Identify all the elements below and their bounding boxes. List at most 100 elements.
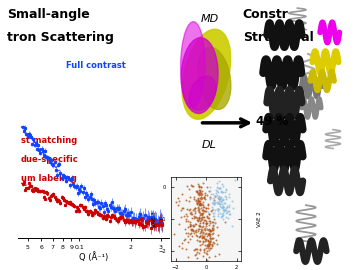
- Ellipse shape: [189, 76, 216, 110]
- Point: [199, 196, 205, 200]
- Point: [210, 220, 216, 224]
- Point: [208, 192, 214, 196]
- Point: [216, 193, 222, 198]
- Point: [201, 230, 206, 235]
- Text: Small-angle: Small-angle: [7, 8, 90, 21]
- Point: [188, 237, 193, 241]
- Point: [217, 186, 223, 190]
- Point: [216, 195, 222, 199]
- Point: [196, 190, 202, 195]
- Point: [215, 190, 221, 194]
- Point: [211, 241, 217, 246]
- Point: [188, 231, 194, 235]
- Point: [215, 212, 221, 216]
- Point: [210, 196, 216, 200]
- Point: [202, 215, 207, 220]
- Point: [207, 240, 213, 245]
- Point: [222, 194, 228, 198]
- Point: [216, 202, 222, 206]
- Point: [206, 216, 212, 220]
- Point: [195, 182, 201, 186]
- Point: [195, 205, 201, 210]
- Point: [219, 214, 225, 218]
- Point: [199, 236, 205, 240]
- Point: [222, 220, 228, 224]
- Point: [189, 234, 195, 238]
- Point: [203, 246, 209, 250]
- Point: [194, 255, 200, 260]
- Point: [187, 222, 193, 226]
- Point: [176, 221, 181, 226]
- Point: [204, 242, 210, 247]
- Point: [198, 190, 204, 195]
- Point: [203, 251, 209, 255]
- Y-axis label: VAE 3: VAE 3: [152, 211, 157, 227]
- Point: [216, 186, 221, 191]
- Point: [200, 211, 206, 215]
- Point: [226, 192, 231, 197]
- Point: [199, 215, 205, 219]
- Point: [193, 198, 199, 203]
- Point: [195, 192, 201, 196]
- Point: [214, 189, 220, 194]
- Text: Structural: Structural: [243, 31, 314, 44]
- Point: [191, 231, 197, 235]
- Point: [209, 244, 215, 248]
- Point: [188, 232, 193, 236]
- Point: [185, 224, 190, 229]
- Point: [216, 252, 222, 256]
- Point: [193, 229, 198, 233]
- Point: [190, 224, 196, 228]
- Point: [210, 223, 216, 227]
- Point: [210, 231, 216, 236]
- Point: [206, 264, 212, 268]
- Point: [201, 195, 206, 200]
- Point: [191, 216, 197, 220]
- Point: [219, 202, 225, 206]
- Point: [210, 235, 215, 240]
- Point: [214, 207, 220, 211]
- Point: [211, 201, 217, 206]
- Point: [214, 224, 220, 229]
- Point: [200, 240, 206, 245]
- Point: [193, 228, 199, 232]
- Ellipse shape: [182, 29, 231, 119]
- Point: [175, 196, 180, 200]
- Point: [224, 209, 230, 214]
- Point: [220, 208, 226, 212]
- Point: [196, 199, 202, 203]
- Point: [198, 205, 204, 210]
- Point: [206, 219, 212, 223]
- Point: [195, 196, 201, 200]
- Point: [193, 214, 199, 219]
- Point: [198, 219, 203, 223]
- Point: [197, 200, 203, 205]
- Point: [209, 242, 215, 247]
- Point: [193, 252, 198, 256]
- Point: [207, 235, 212, 240]
- Point: [216, 195, 221, 200]
- Text: DL: DL: [202, 140, 217, 150]
- Point: [195, 198, 201, 203]
- Point: [225, 216, 231, 220]
- Point: [210, 207, 216, 211]
- Point: [189, 227, 195, 232]
- Point: [192, 206, 198, 210]
- Point: [202, 194, 207, 199]
- Point: [180, 205, 185, 210]
- Point: [211, 216, 216, 221]
- Point: [216, 179, 222, 183]
- Point: [191, 207, 197, 211]
- Point: [197, 199, 202, 204]
- Point: [198, 230, 204, 234]
- Point: [212, 254, 218, 258]
- Point: [197, 220, 203, 225]
- Point: [223, 187, 229, 192]
- Point: [207, 231, 212, 236]
- Point: [204, 214, 210, 219]
- Point: [199, 202, 205, 206]
- Point: [215, 181, 220, 185]
- Point: [184, 247, 189, 251]
- Point: [217, 211, 223, 215]
- Point: [198, 194, 204, 199]
